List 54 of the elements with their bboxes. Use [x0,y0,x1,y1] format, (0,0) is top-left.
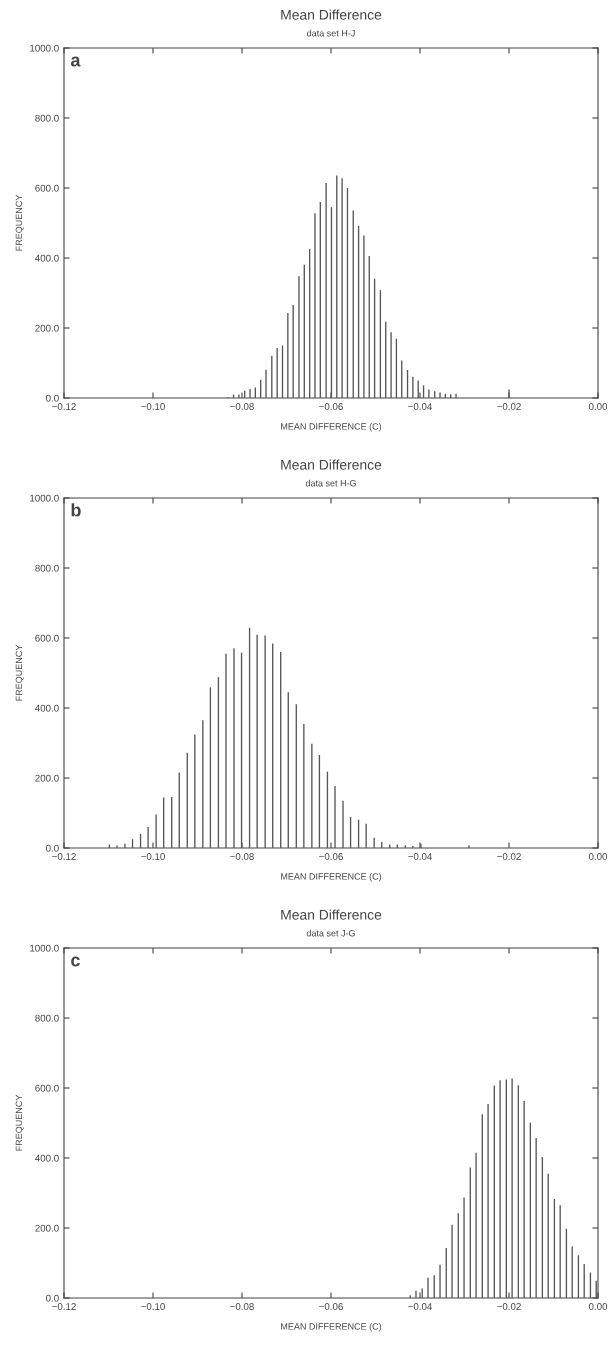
x-tick-label: −0.10 [141,853,165,860]
y-tick-label: 800.0 [35,564,59,572]
y-tick-label: 600.0 [35,1084,59,1092]
y-tick-label: 0.0 [46,1294,59,1302]
x-tick-label: −0.08 [230,1303,254,1310]
y-tick-label: 1000.0 [30,944,59,952]
y-tick-label: 0.0 [46,394,59,402]
x-axis-title: MEAN DIFFERENCE (C) [281,1323,382,1332]
x-tick-label: −0.04 [408,403,433,410]
annotation: b [71,503,81,517]
x-tick-label: −0.12 [52,403,76,410]
chart-title: Mean Difference [281,9,382,20]
y-tick-label: 400.0 [35,1154,59,1162]
x-tick-label: −0.12 [52,1303,76,1310]
y-tick-label: 800.0 [35,114,59,122]
y-tick-label: 200.0 [35,324,59,332]
chart-subtitle: data set H-G [305,479,356,487]
x-tick-label: −0.04 [408,1303,433,1310]
x-tick-label: −0.08 [230,403,254,410]
x-tick-label: −0.06 [319,853,343,860]
x-tick-label: −0.02 [497,853,521,860]
x-tick-label: −0.02 [497,403,521,410]
y-axis-title: FREQUENCY [15,194,24,251]
y-tick-label: 400.0 [35,254,59,262]
x-tick-label: −0.02 [497,1303,521,1310]
y-tick-label: 800.0 [35,1014,59,1022]
x-tick-label: −0.06 [319,1303,343,1310]
y-tick-label: 200.0 [35,774,59,782]
chart-subtitle: data set J-G [306,929,355,937]
y-axis-title: FREQUENCY [15,644,24,701]
x-tick-label: 0.00 [588,853,608,860]
x-tick-label: −0.08 [230,853,254,860]
chart-title: Mean Difference [281,909,382,920]
y-axis-title: FREQUENCY [15,1094,24,1151]
x-axis-title: MEAN DIFFERENCE (C) [281,873,382,882]
annotation: a [70,56,81,67]
x-tick-label: −0.12 [52,853,76,860]
x-axis-title: MEAN DIFFERENCE (C) [281,423,382,432]
y-tick-label: 1000.0 [30,494,59,502]
x-tick-label: −0.10 [141,403,165,410]
x-tick-label: 0.00 [588,403,608,410]
y-tick-label: 1000.0 [30,44,59,52]
x-tick-label: −0.04 [408,853,433,860]
y-tick-label: 200.0 [35,1224,59,1232]
y-tick-label: 600.0 [35,634,59,642]
annotation: c [71,956,80,967]
y-tick-label: 600.0 [35,184,59,192]
y-tick-label: 0.0 [46,844,59,852]
chart-title: Mean Difference [281,459,382,470]
x-tick-label: −0.06 [319,403,343,410]
x-tick-label: 0.00 [588,1303,608,1310]
x-tick-label: −0.10 [141,1303,165,1310]
chart-subtitle: data set H-J [307,29,355,37]
y-tick-label: 400.0 [35,704,59,712]
